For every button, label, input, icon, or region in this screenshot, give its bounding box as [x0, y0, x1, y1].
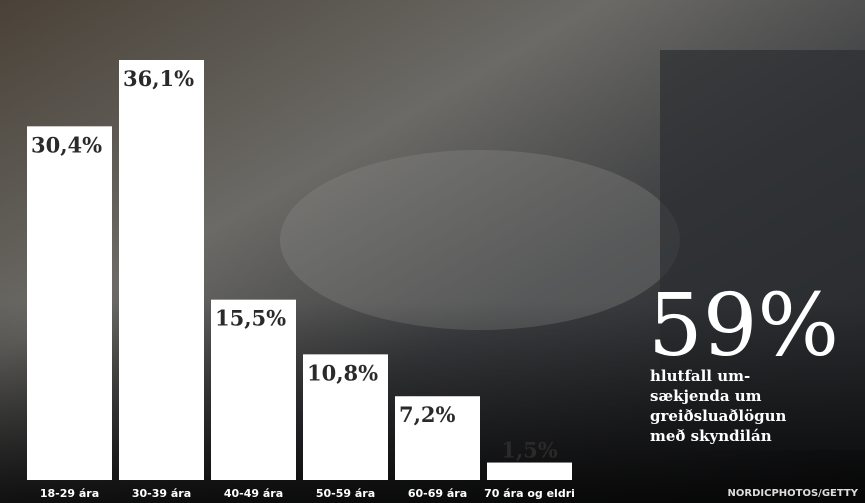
- value-label: 10,8%: [307, 360, 378, 385]
- credit: NORDICPHOTOS/GETTY: [728, 488, 859, 499]
- bar: [119, 60, 204, 480]
- bar: [303, 354, 388, 480]
- bar: [487, 462, 572, 480]
- caption-line: sækjenda um: [650, 387, 762, 405]
- caption-line: með skyndilán: [650, 427, 772, 445]
- bar: [395, 396, 480, 480]
- value-label: 36,1%: [123, 66, 194, 91]
- value-label: 7,2%: [399, 402, 456, 427]
- bar: [27, 126, 112, 480]
- value-label: 15,5%: [215, 306, 286, 331]
- headline: 59%: [648, 276, 839, 376]
- x-tick-label: 40-49 ára: [224, 487, 283, 500]
- x-tick-label: 70 ára og eldri: [484, 487, 575, 500]
- x-tick-label: 60-69 ára: [408, 487, 467, 500]
- bar: [211, 299, 296, 480]
- x-tick-label: 50-59 ára: [316, 487, 375, 500]
- x-tick-label: 30-39 ára: [132, 487, 191, 500]
- x-tick-label: 18-29 ára: [40, 487, 99, 500]
- caption-line: hlutfall um-: [650, 367, 750, 385]
- caption-line: greiðsluaðlögun: [650, 407, 787, 425]
- value-label: 30,4%: [31, 132, 102, 157]
- value-label: 1,5%: [501, 438, 558, 463]
